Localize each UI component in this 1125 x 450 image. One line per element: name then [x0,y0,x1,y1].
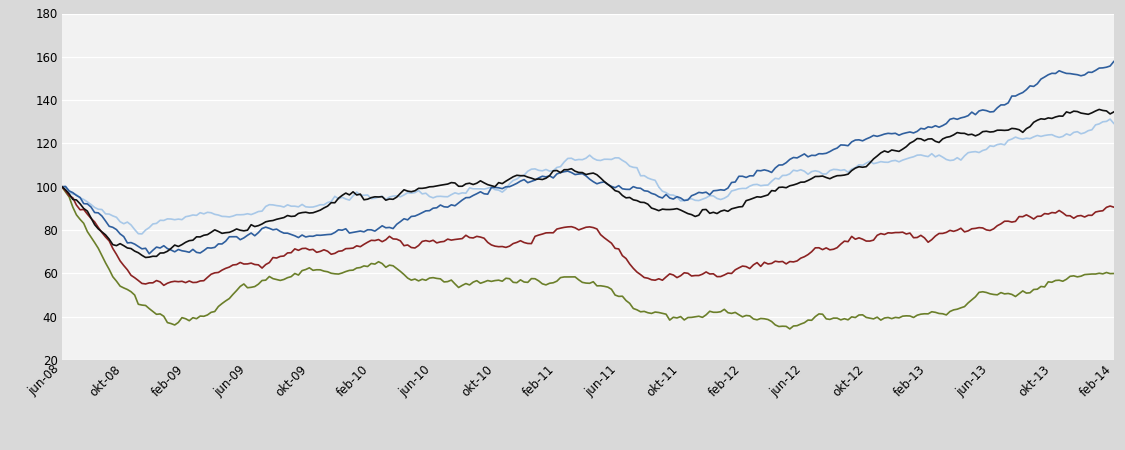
Save Earth Fund [1107,121,1120,126]
Vattenindex [143,251,156,256]
Världsindex [1092,107,1106,112]
Save Earth Fund [1104,117,1117,122]
Index för miljöteknik [692,273,705,278]
Index för förnybar energi [518,279,531,285]
Vattenindex [70,193,83,198]
Index för förnybar energi [1107,271,1120,276]
Index för förnybar energi [303,265,316,270]
Line: Världsindex: Världsindex [62,109,1114,257]
Save Earth Fund [1071,129,1084,135]
Index för förnybar energi [688,314,702,319]
Index för förnybar energi [783,326,796,332]
Index för miljöteknik [521,241,534,246]
Vattenindex [976,107,990,112]
Världsindex [521,175,534,180]
Save Earth Fund [976,148,990,153]
Save Earth Fund [55,184,69,189]
Index för miljöteknik [1071,213,1084,219]
Index för förnybar energi [55,184,69,189]
Save Earth Fund [692,198,705,203]
Vattenindex [692,190,705,195]
Save Earth Fund [521,169,534,174]
Världsindex [138,255,152,260]
Line: Index för miljöteknik: Index för miljöteknik [62,187,1114,285]
Save Earth Fund [70,192,83,198]
Världsindex [1071,109,1084,114]
Index för miljöteknik [158,283,171,288]
Index för miljöteknik [1107,204,1120,210]
Världsindex [692,212,705,218]
Index för förnybar energi [1071,274,1084,279]
Index för miljöteknik [976,225,990,231]
Vattenindex [55,184,69,189]
Index för miljöteknik [55,184,69,189]
Världsindex [976,129,990,135]
Världsindex [306,210,319,216]
Save Earth Fund [135,231,148,237]
Världsindex [1107,109,1120,115]
Index för förnybar energi [976,289,990,294]
Index för miljöteknik [306,247,319,252]
Världsindex [70,197,83,202]
Vattenindex [1107,59,1120,64]
Vattenindex [521,180,534,185]
Line: Vattenindex: Vattenindex [62,62,1114,254]
Vattenindex [306,234,319,239]
Världsindex [55,184,69,189]
Index för förnybar energi [70,212,83,217]
Vattenindex [1071,72,1084,77]
Save Earth Fund [306,204,319,210]
Line: Index för förnybar energi: Index för förnybar energi [62,187,1114,329]
Index för miljöteknik [70,202,83,208]
Line: Save Earth Fund: Save Earth Fund [62,119,1114,234]
